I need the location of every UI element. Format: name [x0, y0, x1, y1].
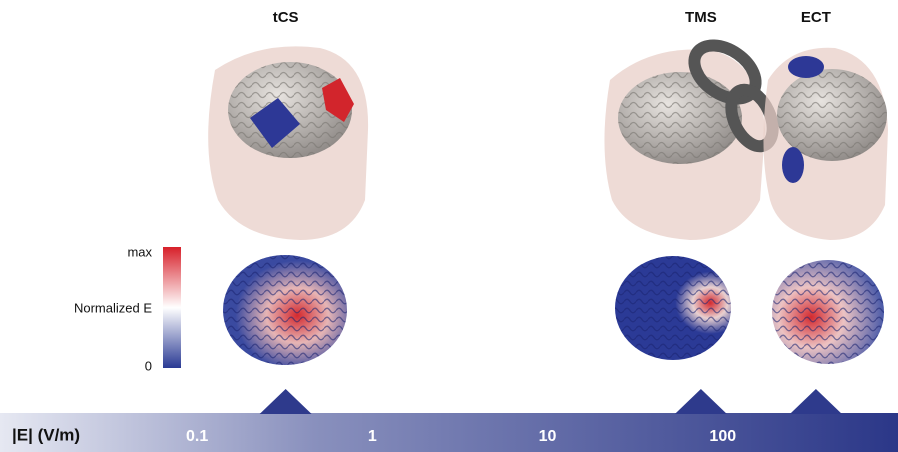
figure: max Normalized E 0 |E| (V/m) 0.1 1 10 100 tC… [0, 0, 898, 452]
category-label: ECT [801, 9, 831, 26]
colorbar-max-label: max [127, 244, 152, 259]
x-tick-label: 0.1 [186, 428, 208, 445]
colorbar-min-label: 0 [145, 358, 152, 373]
axis-label: |E| (V/m) [12, 425, 80, 444]
axis-bar [0, 413, 898, 452]
x-tick-label: 10 [539, 428, 557, 445]
range-marker [260, 389, 312, 414]
tms-head-model [604, 34, 781, 240]
ect-efield-brain [772, 260, 884, 364]
tms-efield-brain [615, 256, 731, 360]
colorbar [163, 247, 181, 368]
range-marker [790, 389, 842, 414]
category-label: TMS [685, 9, 717, 26]
ect-head-model [763, 48, 888, 240]
x-tick-label: 1 [368, 428, 377, 445]
colorbar-title: Normalized E [74, 300, 152, 315]
category-label: tCS [273, 9, 299, 26]
range-marker [675, 389, 727, 414]
tcs-head-model [208, 46, 368, 240]
x-tick-label: 100 [709, 428, 736, 445]
tcs-efield-brain [223, 255, 347, 365]
